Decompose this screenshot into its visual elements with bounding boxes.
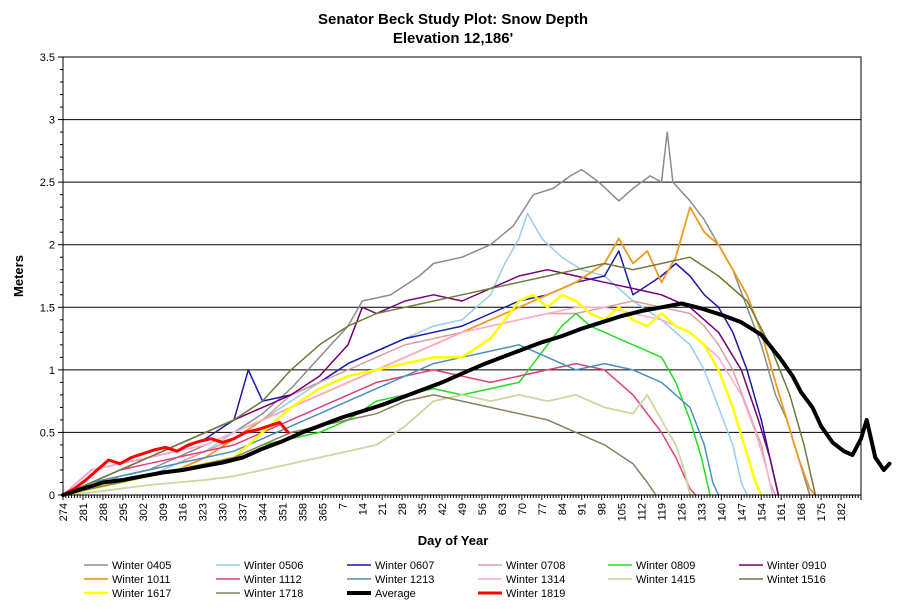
x-tick-label: 274 [58, 503, 70, 521]
series-line-winter-1415 [62, 393, 691, 496]
x-tick-label: 105 [617, 503, 629, 521]
axes [58, 56, 862, 500]
x-tick-label: 98 [597, 503, 609, 515]
y-tick-label: 2.5 [40, 177, 55, 189]
legend-label: Winter 1718 [244, 588, 303, 600]
x-tick-label: 154 [756, 503, 768, 521]
x-tick-label: 295 [118, 503, 130, 521]
x-tick-label: 351 [277, 503, 289, 521]
x-tick-label: 49 [457, 503, 469, 515]
legend: Winter 0405 Winter 0506 Winter 0607 Winter … [84, 560, 826, 600]
x-axis-title: Day of Year [418, 533, 489, 548]
y-tick-label: 1.5 [40, 302, 55, 314]
x-tick-label: 323 [198, 503, 210, 521]
x-tick-label: 56 [477, 503, 489, 515]
legend-label: Wintet 1516 [767, 574, 826, 586]
x-tick-label: 35 [417, 503, 429, 515]
x-tick-label: 365 [317, 503, 329, 521]
y-tick-label: 2 [49, 240, 55, 252]
chart-subtitle: Elevation 12,186' [393, 30, 513, 47]
x-tick-label: 77 [537, 503, 549, 515]
x-tick-label: 126 [676, 503, 688, 521]
series-line-winter-1819 [61, 420, 290, 497]
y-tick-label: 3 [49, 115, 55, 127]
legend-label: Winter 0910 [767, 560, 826, 572]
x-tick-label: 14 [357, 503, 369, 515]
x-tick-label: 91 [577, 503, 589, 515]
x-tick-label: 140 [716, 503, 728, 521]
series-line-winter-1011 [62, 206, 817, 496]
legend-label: Winter 1112 [244, 574, 302, 586]
chart-title: Senator Beck Study Plot: Snow Depth [318, 11, 588, 28]
x-tick-label: 358 [297, 503, 309, 521]
x-tick-label: 344 [258, 503, 270, 521]
legend-label: Winter 1314 [506, 574, 565, 586]
legend-label: Winter 1415 [636, 574, 695, 586]
y-tick-labels: 0 0.5 1 1.5 2 2.5 3 3.5 [40, 52, 55, 502]
x-tick-label: 28 [397, 503, 409, 515]
x-tick-label: 133 [696, 503, 708, 521]
legend-label: Winter 1011 [112, 574, 171, 586]
series-line-winter-1213 [62, 344, 720, 496]
legend-label: Winter 0708 [506, 560, 565, 572]
y-tick-label: 1 [49, 365, 55, 377]
x-tick-label: 147 [736, 503, 748, 521]
x-tick-label: 7 [337, 503, 349, 509]
legend-label: Winter 1819 [506, 588, 565, 600]
legend-label: Winter 0405 [112, 560, 171, 572]
x-tick-label: 309 [158, 503, 170, 521]
x-tick-label: 330 [218, 503, 230, 521]
series-line-average [61, 301, 892, 497]
y-tick-label: 0 [49, 490, 55, 502]
legend-label: Winter 0607 [375, 560, 434, 572]
series-line-winter-0506 [62, 212, 748, 496]
x-tick-label: 161 [776, 503, 788, 521]
x-tick-label: 316 [178, 503, 190, 521]
x-tick-label: 281 [78, 503, 90, 521]
x-tick-label: 84 [557, 503, 569, 515]
legend-label: Winter 0506 [244, 560, 303, 572]
x-tick-label: 119 [657, 503, 669, 521]
legend-label: Winter 1617 [112, 588, 171, 600]
x-tick-label: 63 [497, 503, 509, 515]
x-tick-label: 182 [836, 503, 848, 521]
x-tick-label: 175 [816, 503, 828, 521]
legend-label: Average [375, 588, 416, 600]
x-tick-label: 337 [238, 503, 250, 521]
x-tick-label: 168 [796, 503, 808, 521]
x-tick-label: 70 [517, 503, 529, 515]
y-axis-title: Meters [11, 255, 26, 297]
series-line-winter-0607 [62, 250, 780, 496]
series-line-wintet-1516 [62, 256, 817, 496]
x-tick-labels: 274 281 288 295 302 309 316 323 330 337 344 351 358 3… [58, 503, 848, 521]
y-tick-label: 3.5 [40, 52, 55, 64]
x-tick-label: 302 [138, 503, 150, 521]
legend-label: Winter 0809 [636, 560, 695, 572]
x-tick-label: 112 [637, 503, 649, 521]
x-tick-label: 288 [98, 503, 110, 521]
series-layer [61, 131, 892, 497]
x-tick-label: 42 [437, 503, 449, 515]
legend-label: Winter 1213 [375, 574, 434, 586]
y-tick-label: 0.5 [40, 427, 55, 439]
x-tick-label: 21 [377, 503, 389, 515]
